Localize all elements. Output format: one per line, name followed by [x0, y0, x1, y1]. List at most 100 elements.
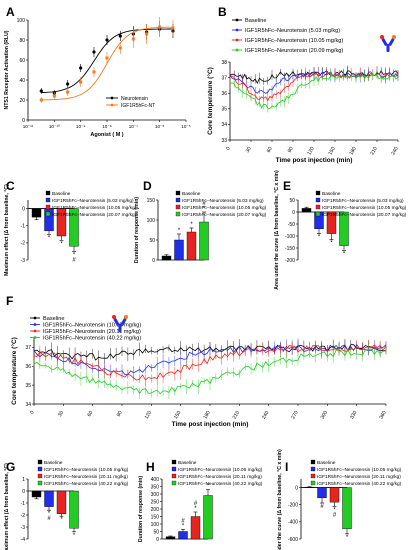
legend-label: IGF1R5hFc–Neurotensin (20.11 mg/kg) [317, 474, 401, 480]
antibody-arm [113, 318, 120, 326]
panel-label: B [218, 5, 227, 19]
bar [69, 490, 79, 529]
legend-label: IGF1R5hFc–Neurotensin (20.09 mg/kg) [245, 48, 343, 54]
y-tick-label: -150 [285, 246, 295, 252]
legend-swatch [171, 473, 177, 479]
x-tick-label: 60 [266, 146, 274, 154]
y-tick-label: 400 [151, 477, 160, 483]
legend-swatch [310, 473, 316, 479]
data-point [118, 34, 122, 38]
y-tick-label: 1 [22, 477, 25, 483]
bar [342, 487, 352, 529]
significance-marker: * [190, 222, 193, 228]
legend-marker [235, 38, 239, 42]
data-point [171, 26, 175, 30]
legend-swatch [315, 211, 321, 217]
x-tick-label: 10⁻⁹ [76, 124, 86, 129]
x-tick-label: 60 [86, 410, 94, 418]
legend-label: IGF1R5hFc–Neurotensin (10.05 mg/kg) [178, 467, 263, 473]
legend-marker [33, 329, 37, 333]
y-axis-label: Duration of response (min) [134, 197, 140, 264]
legend-label: Baseline [322, 191, 341, 197]
y-tick-label: 0 [156, 537, 159, 543]
significance-marker: * [346, 535, 349, 541]
series-line [229, 73, 399, 110]
x-axis-label: Agonist ( M ) [90, 132, 123, 138]
y-tick-label: 150 [147, 198, 156, 204]
x-axis-label: Time post injection (min) [276, 157, 353, 164]
bar [301, 208, 312, 213]
x-tick-label: 10⁻⁵ [181, 124, 191, 129]
legend-swatch [310, 466, 316, 472]
data-point [39, 98, 43, 102]
bar [190, 516, 201, 540]
y-tick-label: -400 [288, 520, 298, 526]
legend-swatch [175, 190, 181, 196]
data-point [66, 90, 70, 94]
significance-marker: * [330, 241, 333, 247]
antibody-tip [380, 35, 384, 39]
bar [329, 487, 340, 503]
significance-marker: # [181, 518, 185, 524]
antibody-stem [386, 44, 390, 52]
x-tick-label: 10⁻⁸ [102, 124, 112, 129]
y-tick-label: 38 [221, 60, 227, 66]
significance-marker: * [60, 241, 63, 247]
y-tick-label: 37 [25, 345, 31, 351]
legend-label: IGF1R5hFc–Neurotensin (20.11 mg/kg) [178, 474, 262, 480]
panel-I: I -600 -400 -200 0 Area under the curve (Δ fr… [277, 449, 402, 550]
series-line [33, 344, 387, 381]
antibody-tip [112, 315, 116, 319]
data-point [131, 37, 135, 41]
legend-label: IGF1R5hFc–Neurotensin (40.22 mg/kg) [317, 481, 402, 487]
antibody-icon [112, 315, 128, 332]
legend-swatch [175, 211, 181, 217]
legend-label: IGF1R5hFc–Neurotensin (20.07 mg/kg) [322, 212, 407, 218]
panel-C: C -3 -2 -1 0 Maximum effect (Δ from baseline,… [4, 179, 137, 276]
y-axis-label: Area under the curve (Δ from baseline, °… [277, 449, 283, 550]
y-tick-label: -3 [21, 525, 26, 531]
y-tick-label: 34 [221, 122, 227, 128]
data-point [39, 89, 43, 93]
y-axis-label: Maximum effect (Δ from baseline, °C) [4, 463, 10, 550]
x-tick-label: 0 [225, 146, 232, 152]
x-tick-label: 10⁻⁶ [155, 124, 165, 129]
legend-marker [33, 323, 37, 326]
y-tick-label: 0 [295, 485, 298, 491]
legend-label: IGF1R5hFc–Neurotensin (20.07 mg/kg) [52, 212, 137, 218]
y-tick-label: -200 [288, 503, 298, 509]
y-axis-label: Area under the curve (Δ from baseline, °… [274, 170, 280, 290]
legend-swatch [171, 466, 177, 472]
panel-label: C [6, 179, 15, 193]
x-tick-label: 330 [349, 410, 358, 420]
legend-label: IGF1R5hFc-NT [121, 103, 155, 109]
x-tick-label: 10⁻¹¹ [23, 124, 34, 129]
x-tick-label: 180 [348, 146, 357, 156]
x-tick-label: 90 [287, 146, 295, 154]
panel-label: D [143, 179, 152, 193]
bar [186, 231, 197, 261]
y-tick-label: 100 [147, 218, 156, 224]
y-tick-label: 200 [151, 507, 160, 513]
y-axis-label: Core temperature (°C) [10, 337, 18, 405]
legend-swatch [37, 466, 43, 472]
y-tick-label: -100 [285, 234, 295, 240]
panel-A: A 0 20 40 60 80 100 10⁻¹¹ 10⁻¹⁰ 10⁻⁹ 10⁻⁸ 10⁻⁷ 10⁻⁶ 1… [4, 5, 191, 138]
panel-E: E -200 -150 -100 -50 0 50 Area under the curve … [274, 170, 407, 290]
significance-marker: # [320, 504, 324, 510]
panel-label: G [6, 460, 15, 474]
legend-label: IGF1R5hFc–Neurotensin (10.05 mg/kg) [317, 467, 402, 473]
significance-marker: * [48, 511, 51, 517]
data-point [79, 66, 83, 70]
legend-marker [235, 18, 239, 22]
y-axis-label: NTS1 Receptor Activation (RLU) [4, 30, 10, 109]
legend-swatch [310, 459, 316, 465]
significance-marker: # [202, 201, 206, 207]
bar [31, 208, 42, 218]
antibody-tip [124, 315, 128, 319]
legend-swatch [171, 480, 177, 486]
legend-label: Baseline [317, 460, 336, 466]
data-point [105, 38, 109, 42]
